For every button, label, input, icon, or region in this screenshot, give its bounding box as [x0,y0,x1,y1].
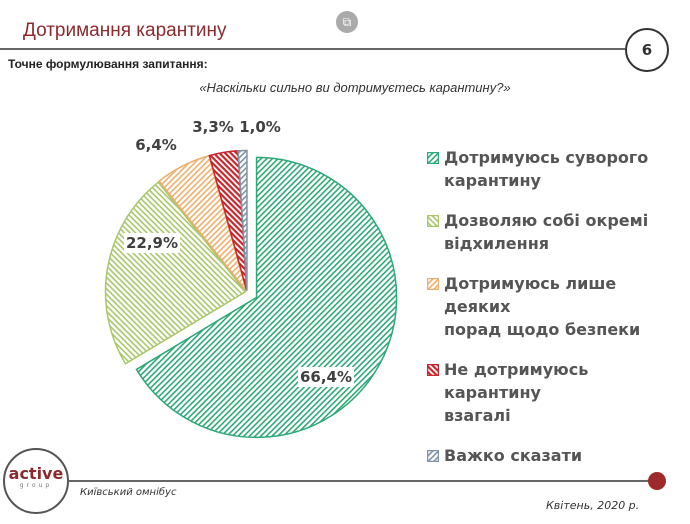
footer-dot [648,472,666,490]
data-label: 66,4% [300,368,352,386]
footer-date: Квітень, 2020 р. [546,499,640,512]
legend-label: порад щодо безпеки [444,320,641,339]
legend-item: Дотримуюсь суворого карантину [427,146,687,192]
active-group-logo: active group [3,448,69,514]
data-label: 1,0% [239,118,281,136]
external-link-icon[interactable]: ⧉ [336,11,358,33]
legend-item: Не дотримуюсь карантину взагалі [427,358,687,427]
footer-survey-name: Київський омнібус [80,487,177,498]
data-label-bg [124,233,180,253]
legend-label: взагалі [444,406,511,425]
legend-label: відхилення [444,234,550,253]
legend-swatch-icon [427,152,439,164]
legend-label: Дотримуюсь лише деяких [444,274,617,316]
data-label: 22,9% [126,234,178,252]
data-label-bg [298,367,354,387]
legend-item: Важко сказати [427,444,687,467]
slide-title: Дотримання карантину [23,20,227,41]
footer-divider [68,480,650,482]
legend-swatch-icon [427,450,439,462]
legend: Дотримуюсь суворого карантину Дозволяю со… [427,146,687,484]
pie-slice [104,181,247,365]
legend-swatch-icon [427,215,439,227]
pie-slice [237,149,248,291]
data-label: 6,4% [135,136,177,154]
page-number: 6 [625,28,669,72]
legend-label: Дозволяю собі окремі [444,211,649,230]
header-divider [0,48,625,50]
legend-label: Дотримуюсь суворого [444,148,649,167]
legend-swatch-icon [427,278,439,290]
legend-item: Дотримуюсь лише деяких порад щодо безпеки [427,272,687,341]
legend-item: Дозволяю собі окремі відхилення [427,209,687,255]
question-text: «Наскільки сильно ви дотримуєтесь карант… [199,80,511,95]
legend-label: Не дотримуюсь карантину [444,360,589,402]
legend-swatch-icon [427,364,439,376]
question-heading: Точне формулювання запитання: [8,57,208,71]
legend-label: карантину [444,171,541,190]
legend-label: Важко сказати [444,446,583,465]
data-label: 3,3% [192,118,234,136]
